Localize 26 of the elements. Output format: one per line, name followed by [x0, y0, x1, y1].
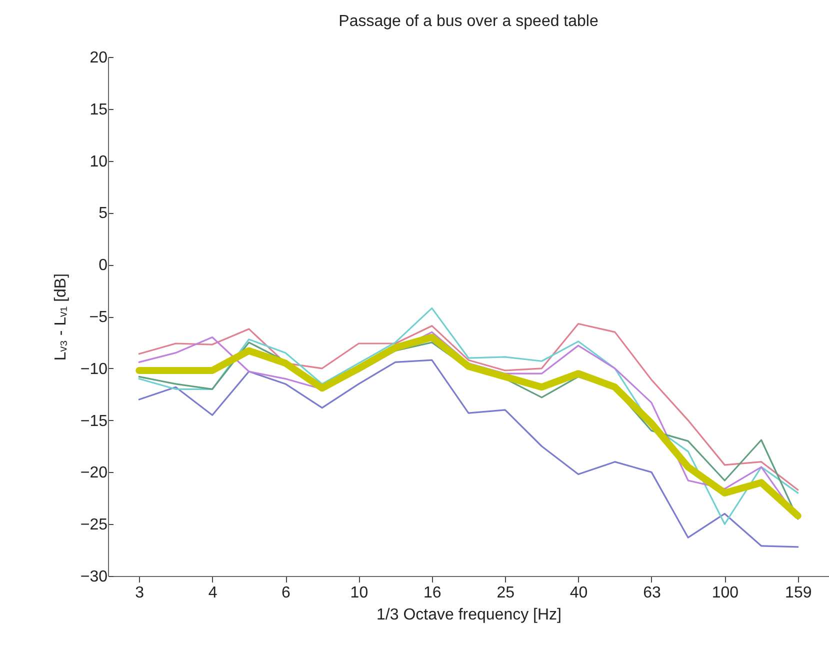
y-axis-title: Lᵥ₃ - Lᵥ₁ [dB]	[52, 273, 70, 361]
y-tick-label: −30	[80, 568, 108, 586]
y-tick-label: 10	[90, 153, 108, 170]
y-tick-label: −15	[80, 412, 108, 430]
y-tick-label: −10	[80, 360, 108, 378]
line-series	[138, 322, 799, 491]
y-tick-label: 15	[90, 101, 108, 118]
y-tick-label: −25	[80, 516, 108, 534]
x-tick-label: 4	[208, 584, 218, 602]
y-tick-label: 5	[98, 205, 108, 222]
chart-title: Passage of a bus over a speed table	[338, 13, 598, 30]
y-tick-label: −20	[80, 464, 108, 482]
y-tick-label: 0	[98, 257, 108, 274]
x-axis-title: 1/3 Octave frequency [Hz]	[376, 606, 562, 624]
x-tick-label: 16	[424, 584, 442, 602]
x-tick-label: 63	[643, 584, 661, 602]
y-tick-label: 20	[90, 50, 108, 66]
x-tick-label: 100	[712, 584, 739, 602]
y-tick-label: −5	[89, 309, 108, 326]
x-tick-label: 159	[785, 584, 812, 602]
x-tick-label: 40	[570, 584, 588, 602]
x-tick-label: 10	[350, 584, 368, 602]
line-series	[138, 359, 799, 548]
x-tick-label: 3	[135, 584, 144, 602]
x-tick-label: 25	[496, 584, 515, 602]
x-tick-label: 6	[282, 584, 291, 602]
